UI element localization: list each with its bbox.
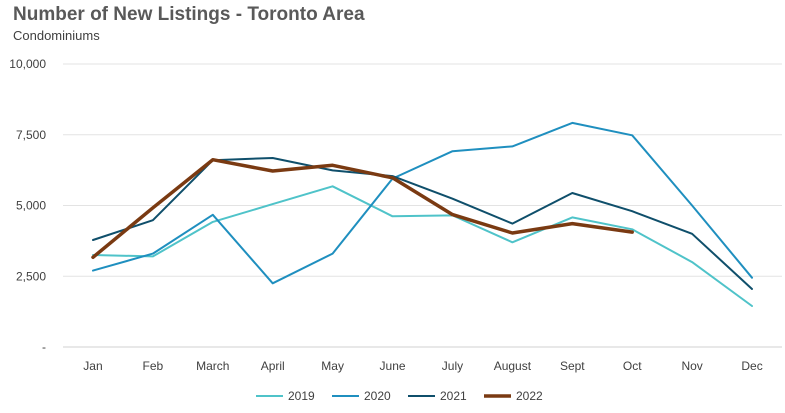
- y-axis-tick-labels: - 2,500 5,000 7,500 10,000: [9, 57, 46, 354]
- x-tick-label: July: [442, 359, 463, 373]
- series-2020: [92, 121, 753, 285]
- gridlines: [63, 63, 782, 348]
- y-tick-label: 2,500: [16, 269, 46, 283]
- x-tick-label: Sept: [560, 359, 585, 373]
- series-line-2022: [91, 157, 634, 260]
- data-series: [91, 121, 753, 307]
- series-2019: [92, 185, 753, 307]
- x-tick-label: August: [494, 359, 532, 373]
- legend-item-2021: 2021: [408, 389, 467, 403]
- legend-item-2019: 2019: [256, 389, 315, 403]
- chart-subtitle: Condominiums: [13, 28, 100, 43]
- legend-label: 2019: [288, 389, 315, 403]
- x-tick-label: April: [261, 359, 285, 373]
- x-tick-label: June: [380, 359, 406, 373]
- chart-title: Number of New Listings - Toronto Area: [13, 4, 365, 25]
- series-line-2019: [92, 185, 753, 307]
- x-tick-label: Jan: [83, 359, 102, 373]
- series-2022: [91, 157, 634, 260]
- legend-item-2020: 2020: [332, 389, 391, 403]
- x-tick-label: May: [321, 359, 344, 373]
- y-tick-label: 7,500: [16, 128, 46, 142]
- x-tick-label: Feb: [143, 359, 164, 373]
- legend-label: 2022: [516, 389, 543, 403]
- legend-label: 2021: [440, 389, 467, 403]
- series-line-2021: [92, 157, 753, 290]
- y-tick-label: -: [42, 340, 46, 354]
- legend-item-2022: 2022: [484, 389, 543, 403]
- y-tick-label: 5,000: [16, 199, 46, 213]
- series-line-2020: [92, 121, 753, 285]
- x-axis-tick-labels: Jan Feb March April May June July August Sept Oct…: [83, 359, 762, 373]
- x-tick-label: Dec: [741, 359, 762, 373]
- y-tick-label: 10,000: [9, 57, 46, 71]
- legend: 2019 2020 2021 2022: [256, 389, 543, 403]
- legend-label: 2020: [364, 389, 391, 403]
- x-tick-label: Oct: [623, 359, 642, 373]
- x-tick-label: Nov: [681, 359, 702, 373]
- x-tick-label: March: [196, 359, 229, 373]
